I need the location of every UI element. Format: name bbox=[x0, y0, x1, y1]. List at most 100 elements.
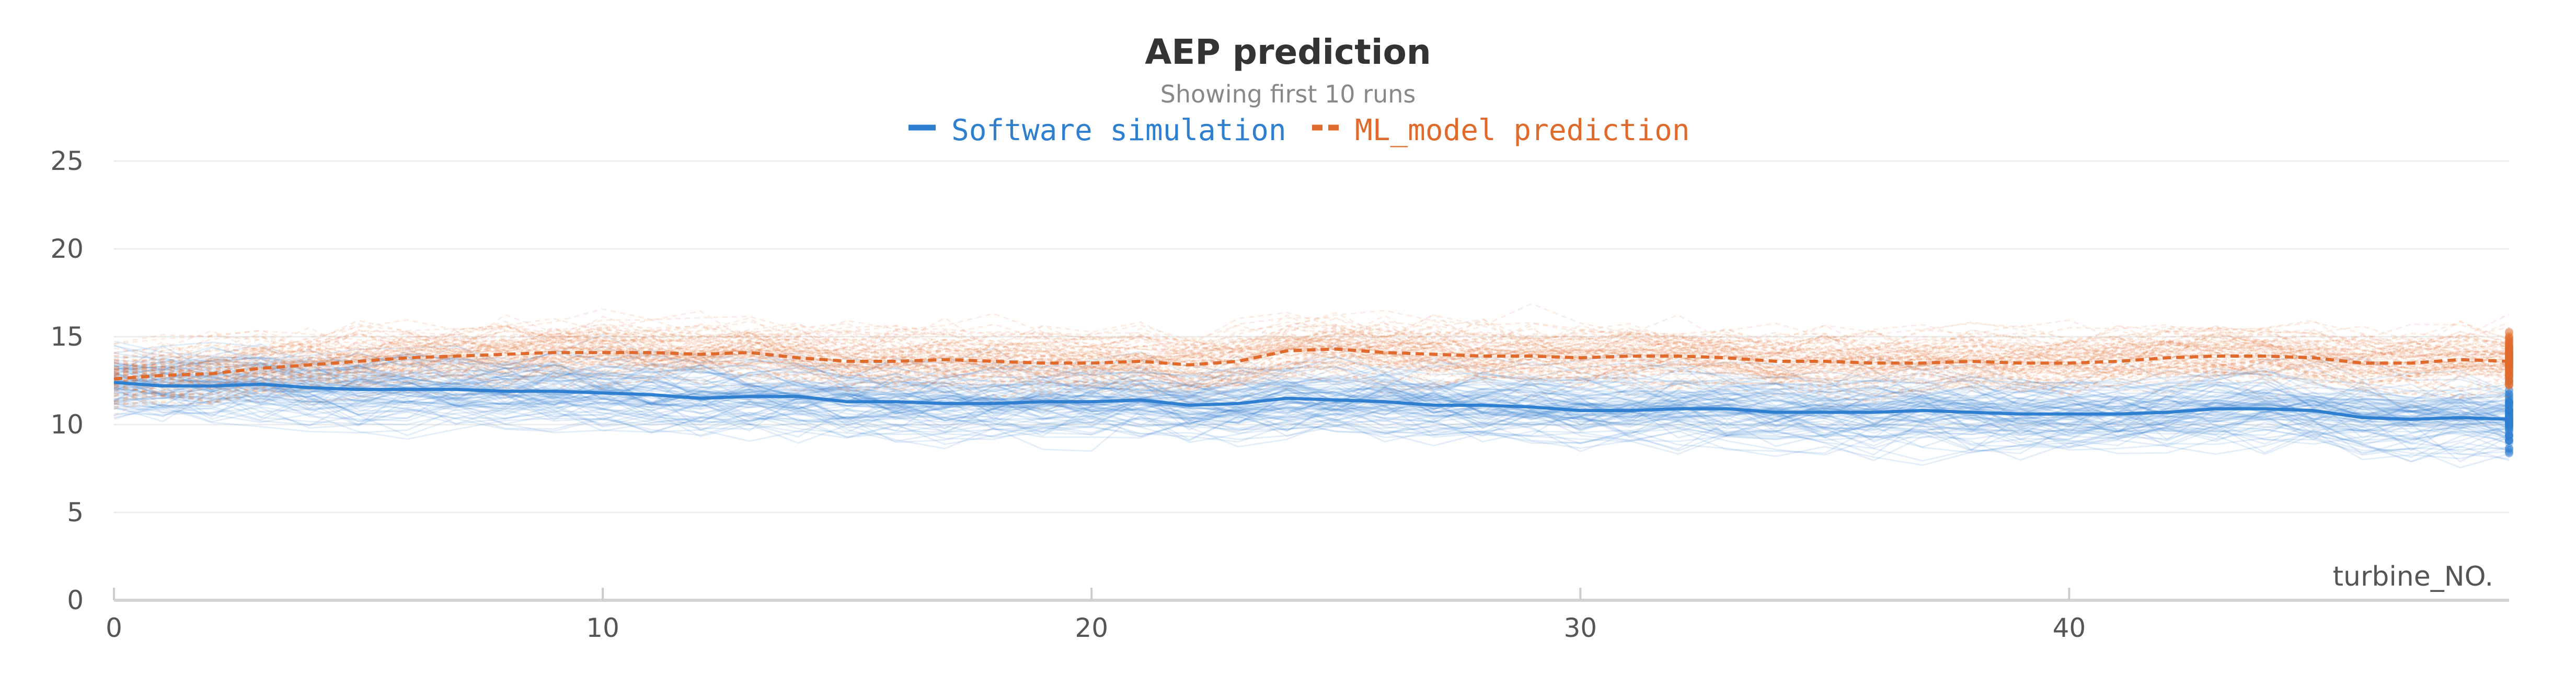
run-trace bbox=[113, 375, 2510, 440]
run-endpoint bbox=[2505, 399, 2513, 408]
run-endpoint bbox=[2505, 333, 2513, 341]
run-trace bbox=[113, 339, 2510, 387]
run-trace bbox=[113, 327, 2510, 378]
run-endpoint bbox=[2505, 405, 2513, 414]
run-endpoint bbox=[2505, 408, 2513, 417]
run-trace bbox=[113, 330, 2510, 371]
run-trace bbox=[113, 387, 2510, 441]
run-endpoint bbox=[2505, 372, 2513, 381]
run-endpoint bbox=[2505, 449, 2513, 458]
run-trace bbox=[113, 345, 2510, 424]
run-endpoint bbox=[2505, 421, 2513, 430]
run-endpoint bbox=[2505, 448, 2513, 457]
run-trace bbox=[113, 340, 2510, 394]
run-trace bbox=[113, 363, 2510, 415]
run-trace bbox=[113, 345, 2510, 408]
run-trace bbox=[113, 353, 2510, 397]
run-endpoint bbox=[2505, 357, 2513, 366]
run-endpoint bbox=[2505, 342, 2513, 351]
x-tick-label: 0 bbox=[106, 613, 122, 643]
run-endpoint bbox=[2505, 353, 2513, 362]
run-endpoint bbox=[2505, 393, 2513, 402]
run-endpoint bbox=[2505, 400, 2513, 409]
run-endpoint bbox=[2505, 376, 2513, 385]
run-trace bbox=[113, 356, 2510, 404]
run-endpoint bbox=[2505, 395, 2513, 404]
run-trace bbox=[113, 371, 2510, 430]
run-endpoint bbox=[2505, 340, 2513, 349]
run-endpoint bbox=[2505, 381, 2513, 390]
run-endpoint bbox=[2505, 408, 2513, 417]
run-trace bbox=[113, 386, 2510, 449]
legend-item-ml-model-prediction[interactable]: ML_model prediction bbox=[1312, 113, 1690, 147]
run-trace bbox=[113, 356, 2510, 419]
run-trace bbox=[113, 386, 2510, 439]
run-endpoint bbox=[2505, 385, 2513, 394]
run-endpoint bbox=[2505, 349, 2513, 358]
run-endpoint bbox=[2505, 393, 2513, 402]
run-endpoint bbox=[2505, 376, 2513, 385]
run-trace bbox=[113, 360, 2510, 428]
run-trace bbox=[113, 402, 2510, 453]
run-trace bbox=[113, 356, 2510, 404]
run-endpoint bbox=[2505, 347, 2513, 356]
run-trace bbox=[113, 322, 2510, 367]
run-endpoint bbox=[2505, 368, 2513, 376]
run-trace bbox=[113, 332, 2510, 398]
series-lines bbox=[113, 347, 2510, 421]
run-trace bbox=[113, 341, 2510, 387]
run-endpoint bbox=[2505, 406, 2513, 415]
run-endpoint bbox=[2505, 345, 2513, 353]
run-trace bbox=[113, 339, 2510, 402]
run-trace bbox=[113, 356, 2510, 410]
run-trace bbox=[113, 332, 2510, 374]
run-endpoint bbox=[2505, 376, 2513, 385]
run-trace bbox=[113, 353, 2510, 390]
run-trace bbox=[113, 317, 2510, 378]
run-trace bbox=[113, 350, 2510, 416]
run-trace bbox=[113, 349, 2510, 413]
run-endpoint bbox=[2505, 408, 2513, 417]
legend-item-software-simulation[interactable]: Software simulation bbox=[908, 113, 1286, 147]
run-endpoint bbox=[2505, 351, 2513, 360]
run-trace bbox=[113, 358, 2510, 413]
run-trace bbox=[113, 349, 2510, 418]
run-trace bbox=[113, 378, 2510, 441]
run-endpoint bbox=[2505, 424, 2513, 432]
run-endpoint bbox=[2505, 352, 2513, 361]
run-trace bbox=[113, 364, 2510, 413]
run-trace bbox=[113, 357, 2510, 417]
run-trace bbox=[113, 333, 2510, 380]
run-endpoint bbox=[2505, 447, 2513, 456]
run-trace bbox=[113, 338, 2510, 388]
run-endpoint bbox=[2505, 431, 2513, 440]
run-trace bbox=[113, 323, 2510, 375]
series-line bbox=[113, 381, 2510, 421]
run-trace bbox=[113, 352, 2510, 410]
run-trace bbox=[113, 352, 2510, 397]
run-trace bbox=[113, 356, 2510, 422]
run-endpoint bbox=[2505, 348, 2513, 357]
run-trace bbox=[113, 325, 2510, 382]
run-trace bbox=[113, 308, 2510, 357]
run-trace bbox=[113, 371, 2510, 429]
run-endpoint bbox=[2505, 410, 2513, 419]
run-endpoint bbox=[2505, 328, 2513, 337]
run-endpoint bbox=[2505, 377, 2513, 386]
run-endpoint bbox=[2505, 431, 2513, 440]
run-trace bbox=[113, 354, 2510, 406]
run-trace bbox=[113, 321, 2510, 389]
run-endpoint bbox=[2505, 341, 2513, 350]
run-endpoint bbox=[2505, 395, 2513, 404]
run-trace bbox=[113, 329, 2510, 375]
run-trace bbox=[113, 328, 2510, 380]
run-trace bbox=[113, 357, 2510, 397]
legend-label: ML_model prediction bbox=[1355, 113, 1690, 147]
run-endpoint bbox=[2505, 339, 2513, 348]
run-endpoint bbox=[2505, 420, 2513, 429]
run-endpoint bbox=[2505, 327, 2513, 336]
y-tick-label: 0 bbox=[67, 585, 84, 615]
run-trace bbox=[113, 310, 2510, 357]
run-endpoint bbox=[2505, 415, 2513, 424]
run-trace bbox=[113, 357, 2510, 409]
